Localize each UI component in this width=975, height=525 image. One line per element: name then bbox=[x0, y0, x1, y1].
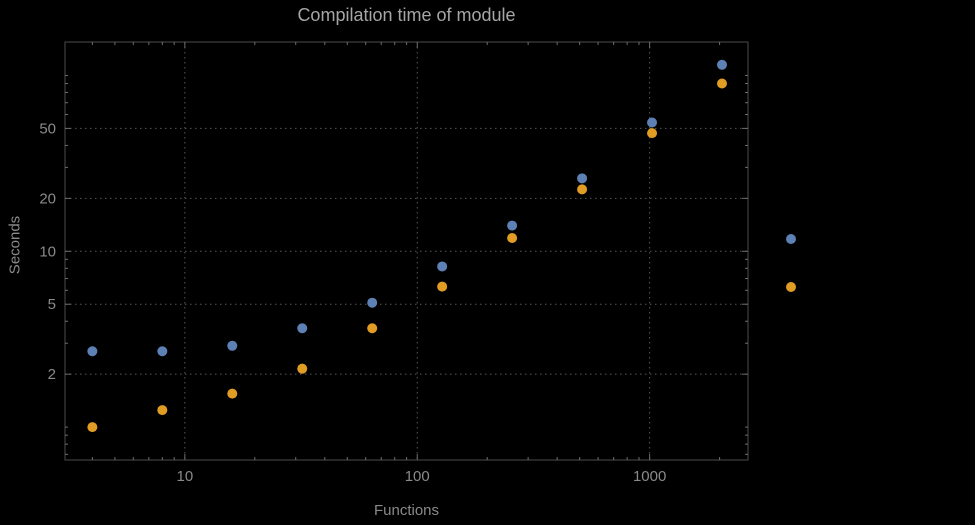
data-point bbox=[647, 128, 658, 139]
data-point bbox=[716, 59, 727, 70]
y-axis-label: Seconds bbox=[6, 215, 24, 275]
x-tick-label: 10 bbox=[177, 468, 194, 485]
data-point bbox=[437, 261, 448, 272]
y-tick-label: 50 bbox=[39, 120, 56, 137]
data-point bbox=[577, 173, 588, 184]
legend bbox=[786, 234, 796, 292]
data-point bbox=[716, 78, 727, 89]
tick-labels: 10 100 1000 2 5 10 20 50 bbox=[39, 120, 666, 485]
legend-marker-blue-series bbox=[786, 234, 796, 244]
data-point bbox=[297, 323, 308, 334]
data-point bbox=[87, 346, 98, 357]
data-point bbox=[437, 281, 448, 292]
data-point bbox=[367, 297, 378, 308]
y-tick-label: 5 bbox=[48, 296, 56, 313]
data-point bbox=[227, 340, 238, 351]
series-blue-series bbox=[87, 59, 727, 357]
data-point bbox=[367, 323, 378, 334]
data-point bbox=[647, 117, 658, 128]
data-point bbox=[157, 346, 168, 357]
data-point bbox=[507, 233, 518, 244]
x-axis-label: Functions bbox=[373, 502, 440, 519]
chart-title: Compilation time of module bbox=[297, 5, 516, 25]
tick-marks bbox=[65, 42, 748, 460]
series-orange-series bbox=[87, 78, 727, 433]
data-point bbox=[507, 220, 518, 231]
y-tick-label: 20 bbox=[39, 190, 56, 207]
y-tick-label: 10 bbox=[39, 243, 56, 260]
x-tick-label: 1000 bbox=[633, 468, 666, 485]
data-point bbox=[297, 363, 308, 374]
y-tick-label: 2 bbox=[48, 366, 56, 383]
legend-marker-orange-series bbox=[786, 282, 796, 292]
data-point bbox=[87, 422, 98, 433]
x-tick-label: 100 bbox=[405, 468, 430, 485]
data-point bbox=[157, 405, 168, 416]
data-point bbox=[227, 388, 238, 399]
data-point bbox=[577, 184, 588, 195]
gridlines bbox=[65, 42, 748, 460]
